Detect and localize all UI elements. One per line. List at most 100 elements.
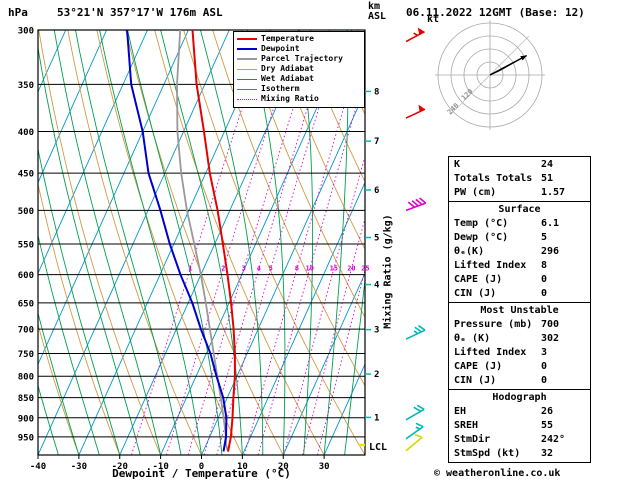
- mixing-ratio-value-label: 15: [330, 265, 338, 273]
- mixing-ratio-axis-label: Mixing Ratio (g/kg): [382, 214, 394, 329]
- dry-adiabat-line: [299, 30, 365, 183]
- wind-barb: [405, 433, 423, 452]
- wet-adiabat-line: [99, 30, 202, 455]
- stat-row: Pressure (mb) 700: [449, 318, 590, 332]
- parcel-trajectory-line: [176, 30, 229, 452]
- legend-label: Dry Adiabat: [261, 64, 314, 73]
- stat-label: θₑ (K): [454, 333, 491, 344]
- legend-item: Parcel Trajectory: [237, 54, 361, 64]
- copyright: © weatheronline.co.uk: [434, 468, 561, 479]
- pressure-tick-label: 450: [18, 170, 34, 180]
- stat-value: 24: [541, 159, 554, 170]
- km-tick-label: 8: [374, 87, 379, 97]
- stats-box-title: Surface: [498, 204, 541, 215]
- legend-label: Temperature: [261, 34, 314, 43]
- stat-value: 0: [541, 375, 548, 386]
- stat-row: CAPE (J) 0: [449, 273, 590, 287]
- km-tick-label: 3: [374, 326, 379, 336]
- stat-value: 1.57: [541, 187, 566, 198]
- temp-tick-label: 0: [199, 462, 204, 472]
- wind-barb: [405, 404, 425, 421]
- stat-row: StmDir 242°: [449, 433, 590, 447]
- pressure-tick-label: 850: [18, 394, 34, 404]
- mixing-ratio-value-label: 8: [295, 265, 299, 273]
- dewpoint-line: [126, 30, 228, 452]
- run-date: 06.11.2022 12GMT (Base: 12): [406, 6, 585, 19]
- wet-adiabat-line: [75, 30, 182, 455]
- stat-label: CAPE (J): [454, 361, 503, 372]
- stat-row: Lifted Index 3: [449, 346, 590, 360]
- stat-value: 0: [541, 288, 548, 299]
- page-title: 53°21'N 357°17'W 176m ASL: [57, 6, 223, 19]
- pressure-tick-label: 700: [18, 326, 34, 336]
- km-tick-label: 5: [374, 233, 379, 243]
- stat-value: 0: [541, 361, 548, 372]
- lcl-label: LCL: [369, 442, 388, 453]
- stat-label: Lifted Index: [454, 347, 527, 358]
- stats-box: Surface Temp (°C) 6.1 Dewp (°C) 5 θₑ(K) 296 Lif…: [448, 201, 591, 303]
- stat-value: 8: [541, 260, 548, 271]
- stat-label: Totals Totals: [454, 173, 533, 184]
- isotherm-line: [38, 30, 189, 366]
- stat-label: Dewp (°C): [454, 232, 509, 243]
- legend-item: Isotherm: [237, 84, 361, 94]
- storm-motion-arrowhead: [520, 55, 527, 61]
- stat-row: EH 26: [449, 405, 590, 419]
- stat-value: 3: [541, 347, 548, 358]
- stat-label: EH: [454, 406, 467, 417]
- mixing-ratio-value-label: 1: [188, 265, 192, 273]
- stats-box: Hodograph EH 26 SREH 55 StmDir 242° StmSpd (kt)…: [448, 389, 591, 463]
- stat-row: PW (cm) 1.57: [449, 186, 590, 200]
- mixing-ratio-value-label: 25: [361, 265, 369, 273]
- stat-label: K: [454, 159, 461, 170]
- stat-label: θₑ(K): [454, 246, 485, 257]
- hodograph-ring: [437, 22, 543, 128]
- mixing-ratio-line: [257, 75, 365, 455]
- temp-tick-label: -10: [152, 462, 168, 472]
- dry-adiabat-line: [357, 30, 365, 49]
- km-axis-unit-top: km: [368, 1, 381, 12]
- mixing-ratio-line: [244, 34, 365, 455]
- stats-box-title: Most Unstable: [480, 305, 559, 316]
- mixing-ratio-value-label: 5: [269, 265, 273, 273]
- legend-swatch: [237, 88, 257, 90]
- pressure-tick-label: 550: [18, 240, 34, 250]
- stat-value: 32: [541, 448, 554, 459]
- km-tick-label: 1: [374, 413, 379, 423]
- legend-label: Dewpoint: [261, 44, 300, 53]
- stat-value: 5: [541, 232, 548, 243]
- wind-barb: [405, 27, 425, 43]
- temp-tick-label: -30: [71, 462, 87, 472]
- stat-row: CAPE (J) 0: [449, 360, 590, 374]
- storm-motion-arrow: [489, 54, 528, 76]
- stat-label: CIN (J): [454, 375, 497, 386]
- legend-label: Wet Adiabat: [261, 74, 314, 83]
- km-tick-label: 4: [374, 281, 380, 291]
- pressure-tick-label: 600: [18, 271, 34, 281]
- isotherm-line: [241, 181, 365, 455]
- pressure-tick-label: 650: [18, 299, 34, 309]
- pressure-tick-label: 350: [18, 81, 34, 91]
- stats-panel: K 24 Totals Totals 51 PW (cm) 1.57 Surface Temp…: [448, 156, 591, 463]
- stat-value: 51: [541, 173, 554, 184]
- mixing-ratio-value-label: 10: [306, 265, 314, 273]
- mixing-ratio-line: [131, 30, 269, 455]
- legend-item: Dewpoint: [237, 44, 361, 54]
- chart-legend: Temperature Dewpoint Parcel Trajectory Dry …: [233, 31, 365, 108]
- dry-adiabat-line: [67, 30, 202, 455]
- km-tick-label: 2: [374, 370, 379, 380]
- wet-adiabat-line: [38, 383, 59, 455]
- mixing-ratio-value-label: 2: [221, 265, 225, 273]
- stat-label: CIN (J): [454, 288, 497, 299]
- profiles: [126, 30, 236, 452]
- stats-box-title: Hodograph: [492, 392, 547, 403]
- stat-value: 302: [541, 333, 560, 344]
- pressure-tick-label: 750: [18, 350, 34, 360]
- stat-label: StmDir: [454, 434, 491, 445]
- temperature-line: [191, 30, 236, 452]
- legend-item: Temperature: [237, 34, 361, 44]
- stat-label: StmSpd (kt): [454, 448, 521, 459]
- legend-swatch: [237, 78, 257, 80]
- dry-adiabat-line: [270, 30, 365, 251]
